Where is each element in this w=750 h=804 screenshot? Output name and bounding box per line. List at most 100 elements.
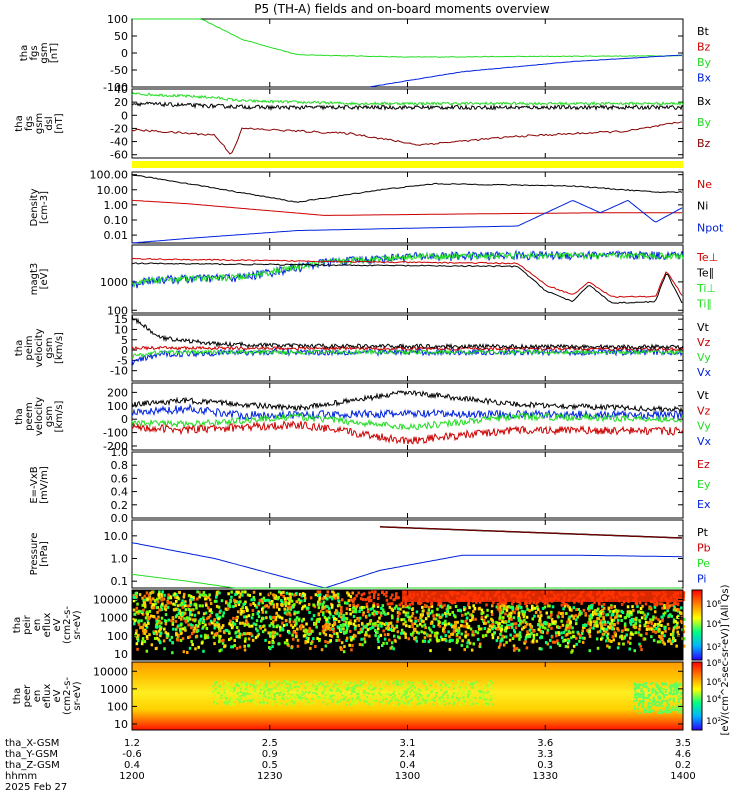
legend-bt: Bt (697, 25, 710, 38)
spectrogram-pixel (227, 701, 230, 704)
spectrogram-pixel (272, 603, 276, 607)
spectrogram-pixel (316, 688, 319, 691)
spectrogram-pixel (346, 700, 349, 702)
spectrogram-pixel (649, 709, 652, 712)
spectrogram-pixel (654, 616, 657, 620)
spectrogram-pixel (191, 643, 194, 647)
spectrogram-pixel (673, 709, 675, 712)
spectrogram-pixel (226, 694, 228, 697)
spectrogram-pixel (611, 625, 614, 629)
ylabel-line: Density (29, 188, 40, 226)
spectrogram-pixel (237, 635, 241, 638)
legend-vx: Vx (697, 435, 712, 448)
spectrogram-pixel (537, 608, 540, 612)
spectrogram-pixel (269, 681, 272, 684)
spectrogram-pixel (290, 599, 294, 603)
spectrogram-pixel (135, 610, 138, 614)
spectrogram-pixel (340, 641, 344, 645)
spectrogram-pixel (352, 606, 355, 610)
spectrogram-pixel (287, 688, 290, 691)
spectrogram-pixel (333, 621, 336, 625)
spectrogram-pixel (321, 602, 325, 606)
spectrogram-pixel (322, 701, 325, 704)
spectrogram-pixel (146, 637, 149, 640)
spectrogram-pixel (171, 622, 175, 626)
spectrogram-pixel (340, 647, 343, 651)
spectrogram-pixel (592, 620, 596, 624)
spectrogram-pixel (345, 636, 349, 640)
spectrogram-pixel (441, 605, 444, 609)
spectrogram-pixel (364, 614, 368, 618)
spectrogram-pixel (443, 621, 447, 625)
spectrogram-pixel (660, 615, 663, 619)
spectrogram-pixel (237, 610, 240, 614)
spectrogram-pixel (177, 611, 181, 615)
series-vz (131, 345, 684, 352)
spectrogram-pixel (340, 610, 343, 614)
spectrogram-pixel (469, 683, 472, 686)
spectrogram-pixel (314, 645, 317, 648)
spectrogram-pixel (336, 700, 339, 703)
spectrogram-pixel (217, 623, 221, 627)
spectrogram-pixel (451, 638, 454, 642)
spectrogram-pixel (653, 699, 656, 702)
spectrogram-pixel (670, 708, 673, 711)
spectrogram-pixel (343, 681, 346, 684)
spectrogram-pixel (349, 619, 352, 623)
spectrogram-pixel (476, 637, 480, 641)
spectrogram-pixel (544, 641, 548, 644)
spectrogram-pixel (496, 603, 500, 607)
spectrogram-pixel (499, 601, 502, 605)
spectrogram-pixel (651, 704, 654, 707)
spectrogram-pixel (554, 631, 558, 635)
spectrogram-pixel (193, 619, 197, 623)
spectrogram-pixel (668, 686, 671, 689)
spectrogram-pixel (538, 617, 542, 620)
spectrogram-pixel (391, 616, 394, 620)
spectrogram-pixel (132, 595, 136, 599)
spectrogram-pixel (466, 641, 469, 645)
spectrogram-pixel (669, 684, 672, 687)
spectrogram-pixel (400, 631, 403, 635)
spectrogram-pixel (222, 630, 226, 634)
spectrogram-pixel (345, 612, 348, 615)
spectrogram-pixel (175, 613, 179, 617)
spectrogram-pixel (531, 639, 535, 643)
spectrogram-pixel (638, 683, 640, 686)
spectrogram-pixel (535, 639, 539, 643)
spectrogram-pixel (302, 605, 305, 609)
spectrogram-pixel (256, 629, 259, 633)
spectrogram-pixel (457, 629, 461, 633)
spectrogram-pixel (460, 688, 463, 691)
spectrogram-pixel (387, 623, 390, 627)
spectrogram-pixel (247, 623, 250, 627)
spectrogram-pixel (316, 590, 320, 594)
spectrogram-pixel (479, 691, 482, 694)
spectrogram-pixel (391, 696, 394, 699)
spectrogram-pixel (288, 602, 291, 606)
spectrogram-pixel (437, 602, 441, 606)
spectrogram-pixel (362, 611, 365, 615)
spectrogram-pixel (657, 684, 660, 687)
spectrogram-pixel (656, 700, 659, 703)
ytick-label: 1000 (100, 612, 128, 625)
spectrogram-pixel (439, 600, 442, 604)
spectrogram-pixel (451, 610, 454, 614)
spectrogram-pixel (372, 613, 376, 617)
spectrogram-pixel (190, 632, 194, 636)
spectrogram-pixel (367, 692, 370, 695)
spectrogram-pixel (676, 602, 680, 606)
spectrogram-pixel (581, 640, 585, 644)
spectrogram-pixel (316, 618, 319, 621)
spectrogram-pixel (239, 612, 243, 616)
spectrogram-pixel (397, 691, 400, 694)
spectrogram-pixel (308, 691, 310, 694)
spectrogram-pixel (572, 644, 576, 648)
spectrogram-pixel (396, 683, 399, 686)
spectrogram-pixel (285, 703, 288, 706)
spectrogram-pixel (610, 621, 614, 625)
spectrogram-pixel (212, 635, 216, 639)
spectrogram-pixel (600, 625, 604, 629)
spectrogram-pixel (461, 613, 464, 617)
